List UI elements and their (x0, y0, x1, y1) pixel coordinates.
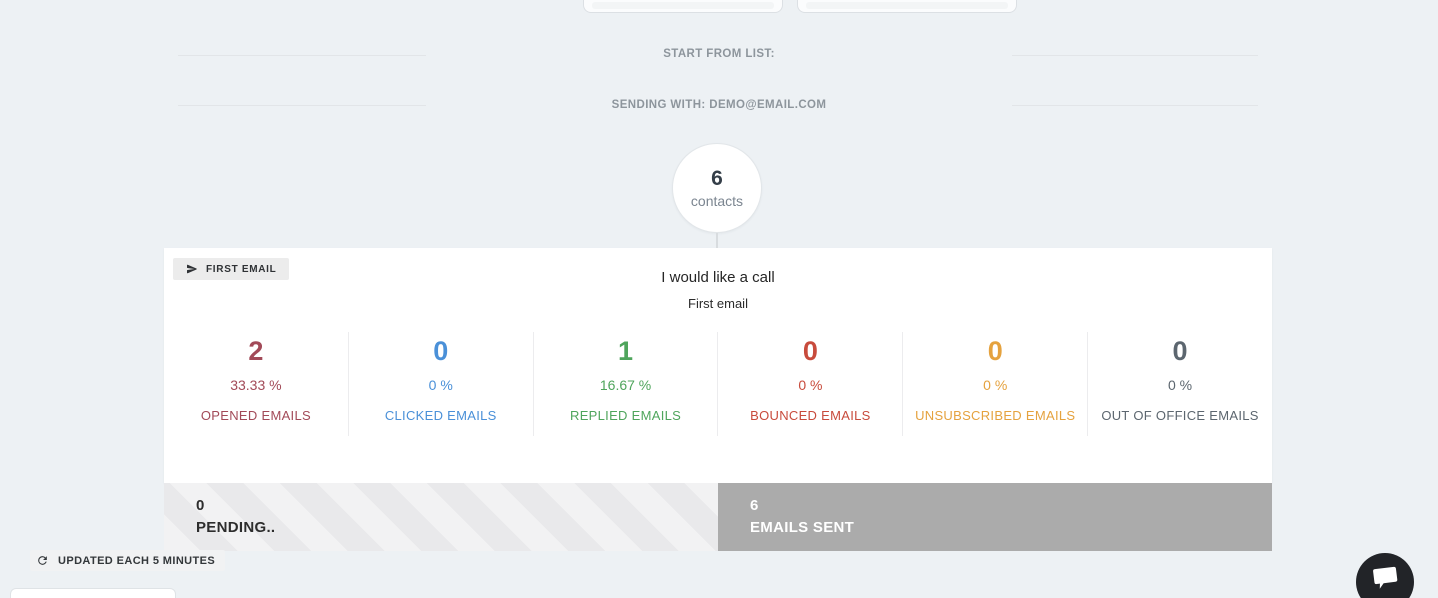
stat-label: UNSUBSCRIBED EMAILS (915, 408, 1076, 423)
stat-value: 0 (987, 336, 1003, 366)
stat-value: 1 (618, 336, 634, 366)
stat-bounced-emails[interactable]: 0 0 % BOUNCED EMAILS (717, 332, 902, 436)
stat-opened-emails[interactable]: 2 33.33 % OPENED EMAILS (164, 332, 348, 436)
stat-unsubscribed-emails[interactable]: 0 0 % UNSUBSCRIBED EMAILS (902, 332, 1087, 436)
pending-label: PENDING.. (196, 518, 276, 536)
bottom-left-panel[interactable] (10, 588, 176, 598)
pending-count: 0 (196, 497, 205, 514)
stat-replied-emails[interactable]: 1 16.67 % REPLIED EMAILS (532, 332, 718, 436)
updated-label: UPDATED EACH 5 MINUTES (58, 554, 216, 567)
stat-out-of-office-emails[interactable]: 0 0 % OUT OF OFFICE EMAILS (1087, 332, 1272, 436)
contacts-node[interactable]: 6 contacts (672, 143, 762, 233)
field-underline (1012, 55, 1258, 56)
stat-label: BOUNCED EMAILS (750, 408, 871, 423)
sending-with-label: SENDING WITH: DEMO@EMAIL.COM (611, 99, 827, 111)
email-step-card: FIRST EMAIL I would like a call First em… (164, 248, 1272, 483)
chat-launcher[interactable] (1356, 553, 1414, 598)
stat-label: REPLIED EMAILS (570, 408, 682, 423)
stat-value: 0 (433, 336, 449, 366)
toolbar-button-field (592, 2, 774, 9)
paper-plane-icon (186, 263, 198, 275)
emails-sent-count: 6 (750, 497, 759, 514)
chat-bubble-icon (1370, 566, 1400, 598)
pending-bar: 0 PENDING.. (164, 483, 718, 551)
stat-percent: 0 % (428, 377, 453, 393)
stat-clicked-emails[interactable]: 0 0 % CLICKED EMAILS (347, 332, 533, 436)
updated-status: UPDATED EACH 5 MINUTES (30, 550, 226, 571)
stats-row: 2 33.33 % OPENED EMAILS 0 0 % CLICKED EM… (164, 332, 1272, 436)
emails-sent-label: EMAILS SENT (750, 518, 855, 536)
stat-label: CLICKED EMAILS (384, 408, 497, 423)
start-from-list-label: START FROM LIST: (663, 48, 775, 60)
stat-percent: 0 % (983, 377, 1008, 393)
field-underline (178, 55, 426, 56)
stat-percent: 0 % (798, 377, 823, 393)
stat-value: 0 (1172, 336, 1188, 366)
field-underline (178, 105, 426, 106)
toolbar-button-right[interactable] (797, 0, 1017, 13)
stat-value: 2 (248, 336, 264, 366)
emails-sent-bar: 6 EMAILS SENT (718, 483, 1272, 551)
email-step-subtitle: First email (688, 296, 748, 311)
email-subject-title: I would like a call (661, 269, 775, 286)
first-email-badge-label: FIRST EMAIL (206, 263, 277, 275)
field-underline (1012, 105, 1258, 106)
stat-value: 0 (802, 336, 818, 366)
first-email-badge: FIRST EMAIL (173, 258, 290, 280)
connector-line (716, 233, 718, 249)
contacts-label: contacts (690, 192, 744, 209)
stat-percent: 16.67 % (599, 377, 652, 393)
toolbar-button-field (806, 2, 1008, 9)
stat-percent: 33.33 % (230, 377, 282, 393)
stat-label: OUT OF OFFICE EMAILS (1101, 408, 1259, 423)
stat-label: OPENED EMAILS (200, 408, 311, 423)
toolbar-button-left[interactable] (583, 0, 783, 13)
stat-percent: 0 % (1167, 377, 1193, 393)
contacts-count: 6 (711, 167, 723, 191)
refresh-icon (36, 554, 49, 567)
